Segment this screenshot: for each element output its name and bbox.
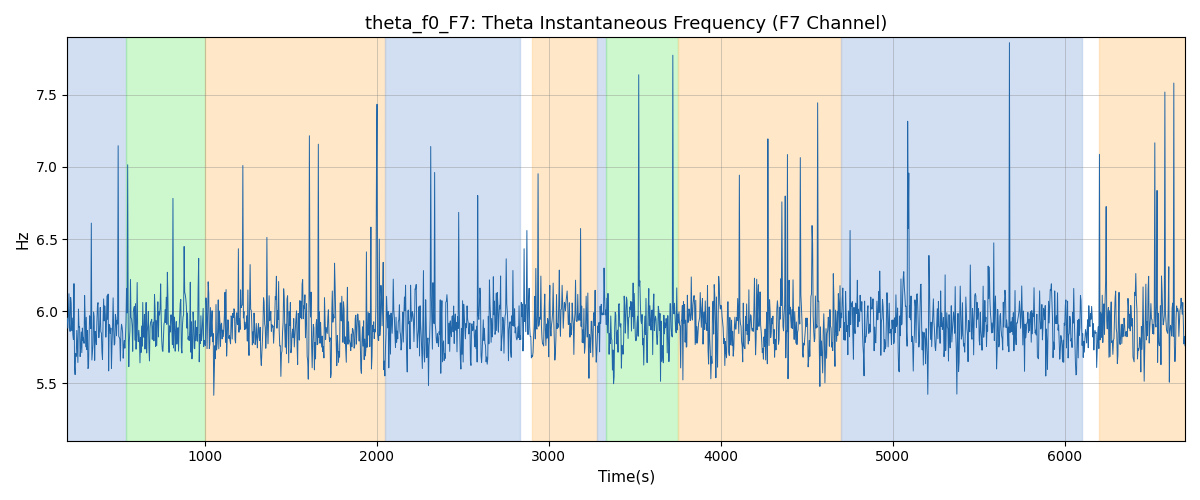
- Bar: [606, 38, 678, 440]
- Bar: [385, 38, 520, 440]
- Bar: [596, 38, 606, 440]
- Bar: [841, 38, 1082, 440]
- Bar: [126, 38, 205, 440]
- Bar: [678, 38, 841, 440]
- Y-axis label: Hz: Hz: [16, 230, 30, 249]
- X-axis label: Time(s): Time(s): [598, 470, 655, 485]
- Bar: [532, 38, 596, 440]
- Title: theta_f0_F7: Theta Instantaneous Frequency (F7 Channel): theta_f0_F7: Theta Instantaneous Frequen…: [365, 15, 887, 34]
- Bar: [1099, 38, 1186, 440]
- Bar: [205, 38, 385, 440]
- Bar: [67, 38, 126, 440]
